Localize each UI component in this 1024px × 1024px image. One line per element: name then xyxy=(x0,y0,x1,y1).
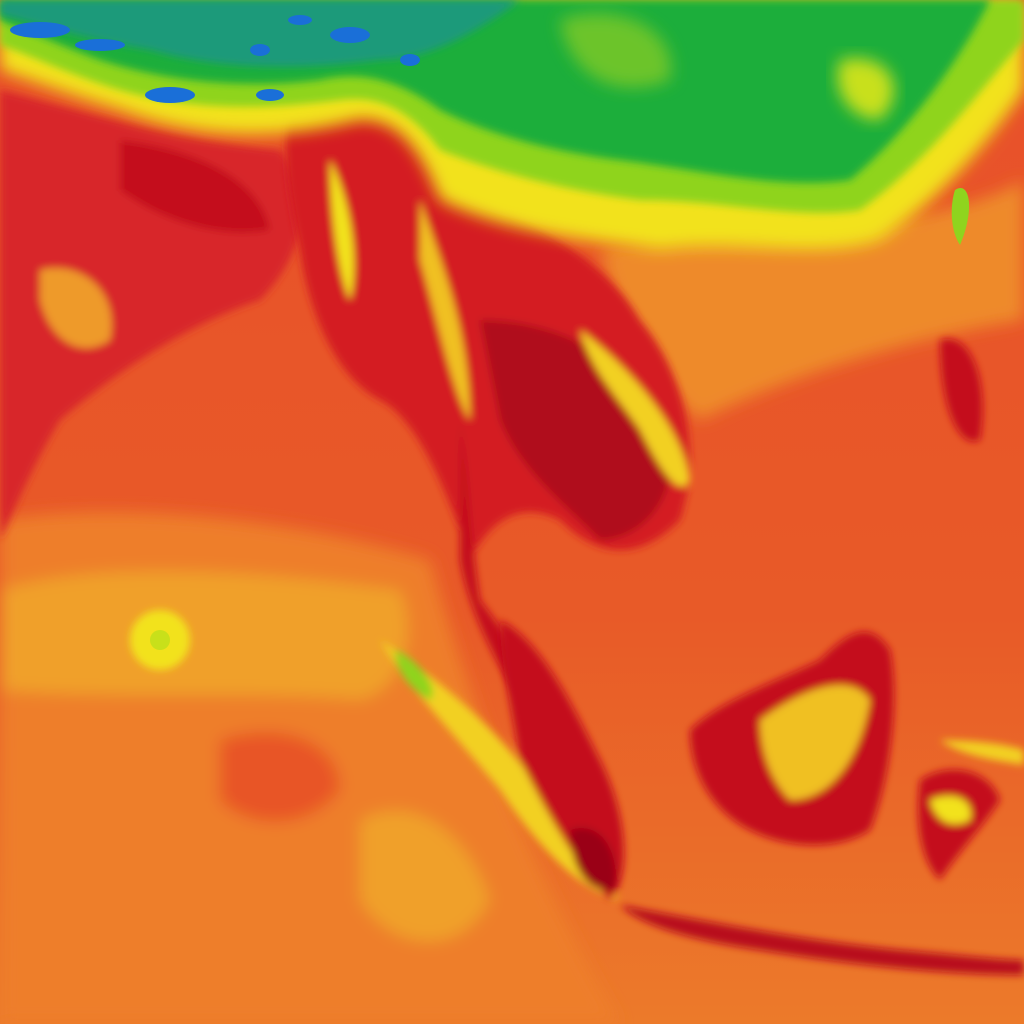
sulawesi-region xyxy=(918,338,1024,880)
hot-spot-core xyxy=(150,630,170,650)
cold-pockets xyxy=(10,15,420,103)
java-region xyxy=(620,905,1024,975)
borneo-region xyxy=(690,631,894,845)
sumatra-region xyxy=(380,620,624,900)
india-region xyxy=(0,90,302,540)
northern-region xyxy=(0,0,1024,250)
